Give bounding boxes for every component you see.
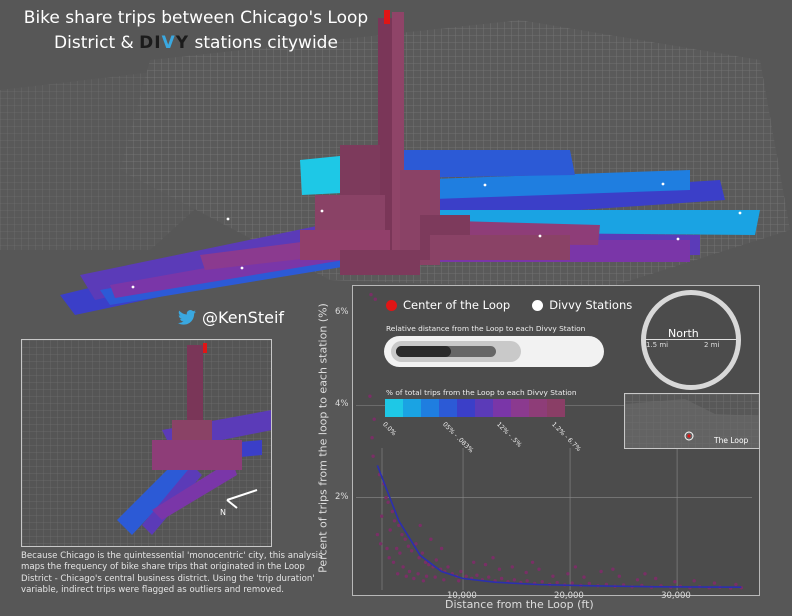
color-swatch-6	[493, 399, 511, 417]
title-prefix: District &	[54, 33, 140, 53]
x-tick-label: 30,000	[661, 591, 691, 601]
compass-ring	[641, 290, 741, 390]
station-dot-icon	[532, 299, 544, 311]
title-suffix: stations citywide	[189, 33, 338, 53]
svg-text:N: N	[220, 508, 226, 517]
page-title-line2: District & DIVY stations citywide	[0, 33, 392, 53]
divvy-logo-v: V	[161, 33, 176, 53]
legend-stations-label: Divvy Stations	[549, 298, 633, 312]
compass-right-label: 2 mi	[704, 341, 720, 349]
compass-north-label: North	[668, 327, 699, 340]
page-title-line1: Bike share trips between Chicago's Loop	[23, 8, 369, 28]
minimap-loop-label: The Loop	[714, 436, 749, 445]
divvy-logo: DIVY	[139, 33, 189, 53]
methodology-note: Because Chicago is the quintessential 'm…	[21, 551, 323, 596]
legend-center-label: Center of the Loop	[403, 298, 511, 312]
compass-axis	[645, 339, 737, 340]
twitter-bird-icon	[178, 310, 196, 325]
x-tick-label: 10,000	[447, 591, 477, 601]
x-axis-label: Distance from the Loop (ft)	[445, 598, 594, 611]
color-swatch-0	[385, 399, 403, 417]
color-swatch-3	[439, 399, 457, 417]
color-swatch-4	[457, 399, 475, 417]
color-ramp	[385, 399, 565, 417]
central-tower	[300, 10, 570, 275]
y-tick-label: 4%	[335, 399, 349, 410]
color-swatch-2	[421, 399, 439, 417]
minimap-scene	[625, 394, 759, 448]
y-tick-label: 2%	[335, 491, 349, 502]
inset-scene: N	[22, 340, 271, 546]
city-street-grid-west	[0, 70, 260, 250]
center-dot-icon	[386, 299, 397, 311]
color-swatch-8	[529, 399, 547, 417]
y-axis-label: Percent of trips from the loop to each s…	[316, 303, 330, 573]
distance-scale-fill	[396, 346, 451, 357]
color-swatch-1	[403, 399, 421, 417]
color-swatch-5	[475, 399, 493, 417]
twitter-handle-text: @KenSteif	[202, 308, 285, 327]
color-swatch-7	[511, 399, 529, 417]
divvy-logo-b: Y	[175, 33, 190, 53]
pct-trips-label: % of total trips from the Loop to each D…	[386, 388, 577, 397]
twitter-handle[interactable]: @KenSteif	[178, 308, 284, 327]
inset-3d-view: N	[21, 339, 272, 547]
y-tick-label: 6%	[335, 307, 349, 318]
compass-left-label: 1.5 mi	[646, 341, 669, 349]
legend-row: Center of the Loop Divvy Stations	[386, 298, 632, 312]
x-tick-label: 20,000	[554, 591, 584, 601]
color-swatch-9	[547, 399, 565, 417]
station-markers	[131, 182, 742, 289]
divvy-logo-a: DI	[139, 33, 162, 53]
locator-minimap	[624, 393, 760, 449]
relative-distance-label: Relative distance from the Loop to each …	[386, 324, 586, 333]
